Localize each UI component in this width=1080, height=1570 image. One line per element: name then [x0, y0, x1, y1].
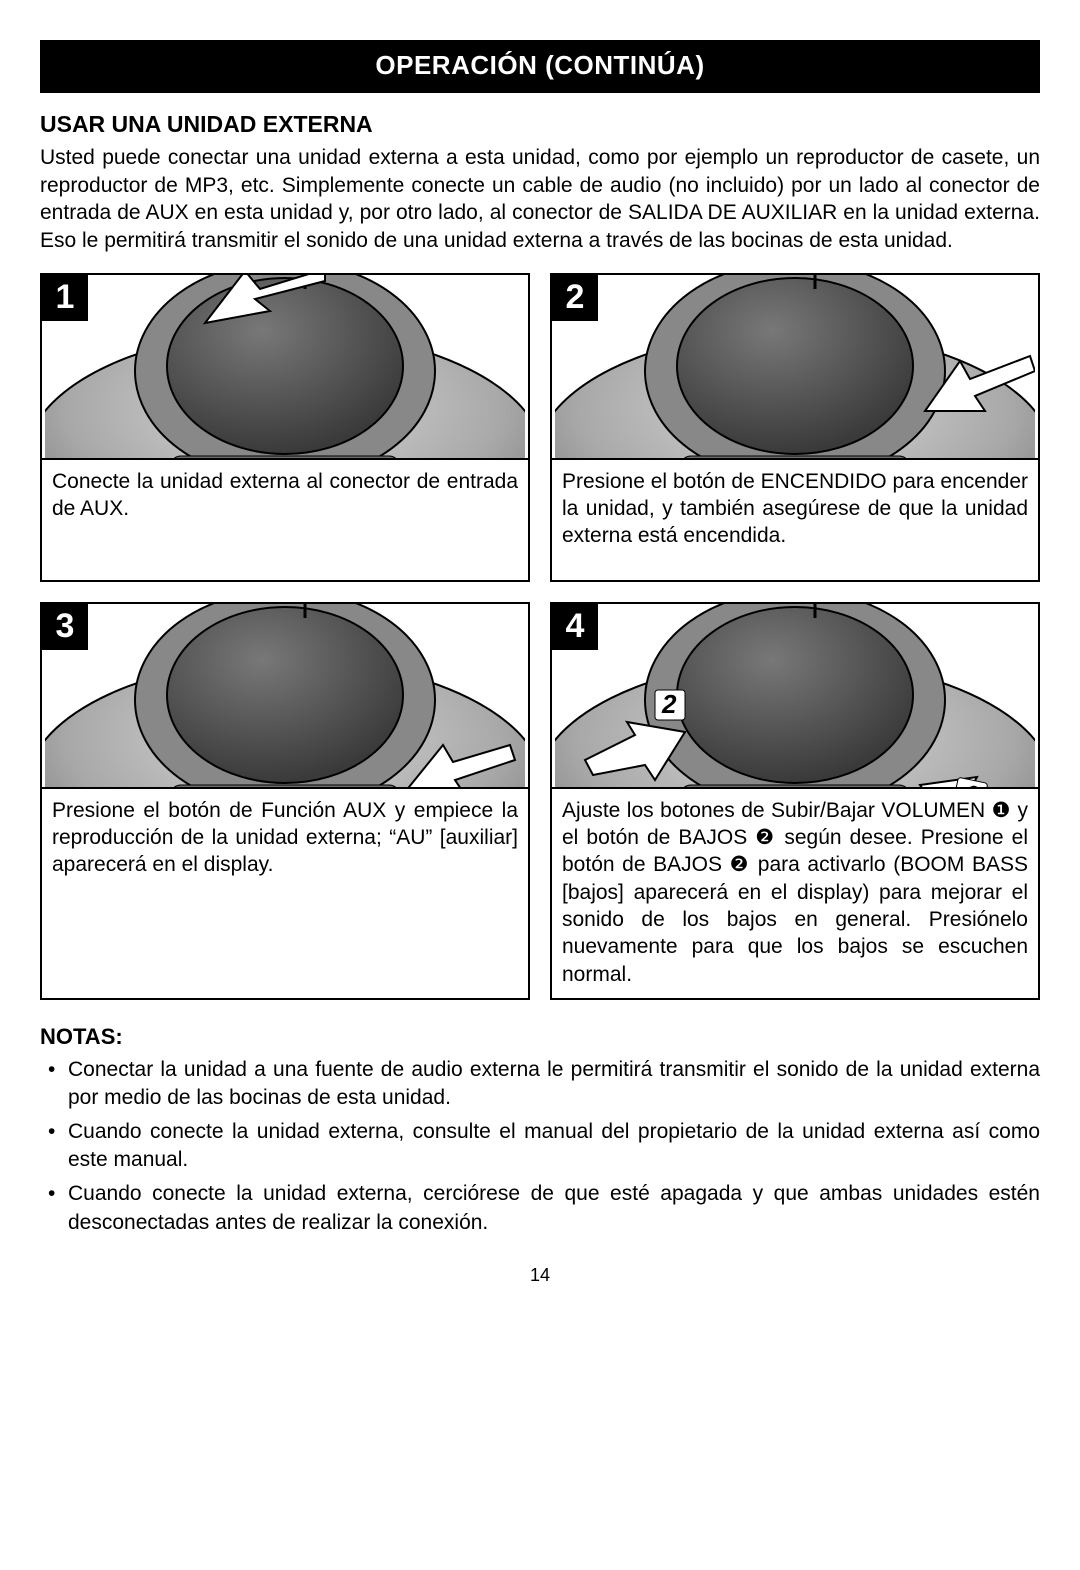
boombox-icon: 2 1 [555, 604, 1035, 789]
note-item: Conectar la unidad a una fuente de audio… [40, 1056, 1040, 1112]
intro-paragraph: Usted puede conectar una unidad externa … [40, 144, 1040, 255]
svg-text:2: 2 [661, 689, 677, 719]
notes-title: NOTAS: [40, 1024, 1040, 1050]
step-card-2: 2 [550, 273, 1040, 582]
step-number-badge: 4 [552, 604, 598, 650]
boombox-icon [555, 275, 1035, 460]
section-title: USAR UNA UNIDAD EXTERNA [40, 111, 1040, 138]
step-caption-1: Conecte la unidad externa al conector de… [42, 460, 528, 580]
step-card-4: 4 [550, 602, 1040, 1000]
step-card-1: 1 [40, 273, 530, 582]
step-card-3: 3 [40, 602, 530, 1000]
page-number: 14 [40, 1265, 1040, 1286]
step-number-badge: 3 [42, 604, 88, 650]
step-illustration-4: 4 [552, 604, 1038, 789]
boombox-icon [45, 604, 525, 789]
note-item: Cuando conecte la unidad externa, consul… [40, 1118, 1040, 1174]
step-illustration-1: 1 [42, 275, 528, 460]
note-item: Cuando conecte la unidad externa, cerció… [40, 1180, 1040, 1236]
notes-list: Conectar la unidad a una fuente de audio… [40, 1056, 1040, 1237]
steps-grid: 1 [40, 273, 1040, 1000]
step-number-badge: 1 [42, 275, 88, 321]
boombox-icon [45, 275, 525, 460]
step-caption-2: Presione el botón de ENCENDIDO para ence… [552, 460, 1038, 580]
step-number-badge: 2 [552, 275, 598, 321]
step-caption-3: Presione el botón de Función AUX y empie… [42, 789, 528, 909]
step-illustration-2: 2 [552, 275, 1038, 460]
page-header: OPERACIÓN (CONTINÚA) [40, 40, 1040, 93]
step-caption-4: Ajuste los botones de Subir/Bajar VOLUME… [552, 789, 1038, 998]
step-illustration-3: 3 [42, 604, 528, 789]
